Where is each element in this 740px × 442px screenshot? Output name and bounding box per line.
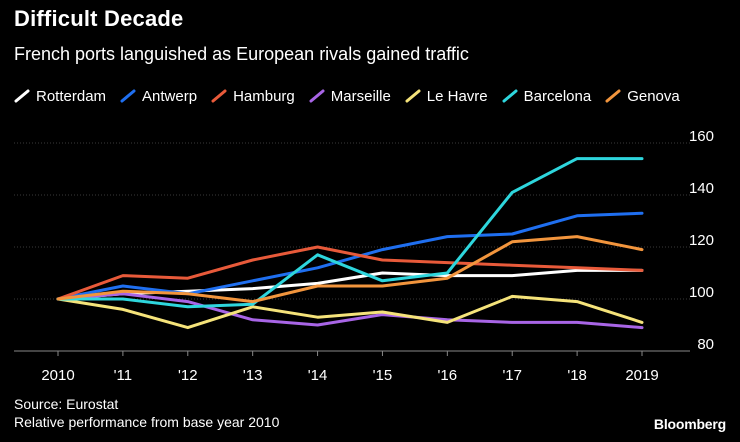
legend-item-le-havre: Le Havre xyxy=(405,88,488,105)
legend-label: Marseille xyxy=(330,87,391,105)
x-tick-label: '11 xyxy=(114,367,132,384)
y-tick-label: 140 xyxy=(689,180,714,197)
series-line-genova xyxy=(56,235,644,304)
x-tick-label: 2010 xyxy=(41,367,74,384)
y-tick-label: 160 xyxy=(689,128,714,145)
series-line-barcelona xyxy=(56,157,644,309)
legend-swatch-icon xyxy=(502,89,518,103)
legend-swatch-line xyxy=(120,89,136,103)
legend-swatch-icon xyxy=(605,89,621,103)
x-tick-label: '18 xyxy=(567,367,587,384)
series-line-le-havre xyxy=(56,294,644,330)
footnote: Relative performance from base year 2010 xyxy=(14,414,280,430)
chart-title: Difficult Decade xyxy=(14,6,184,31)
series-line-hamburg xyxy=(56,245,644,301)
legend-swatch-line xyxy=(309,89,325,103)
y-tick-label: 100 xyxy=(689,284,714,301)
series-line-antwerp xyxy=(56,211,644,301)
x-tick-label: '12 xyxy=(178,367,198,384)
legend-swatch-icon xyxy=(405,89,421,103)
x-tick-label: '17 xyxy=(502,367,522,384)
legend-label: Rotterdam xyxy=(36,87,107,105)
y-tick-label: 120 xyxy=(689,232,714,249)
legend-swatch-line xyxy=(211,89,227,103)
legend-item-antwerp: Antwerp xyxy=(120,88,197,105)
legend-item-barcelona: Barcelona xyxy=(502,87,592,105)
bloomberg-logo: Bloomberg xyxy=(653,416,726,432)
x-tick-label: 2019 xyxy=(625,367,658,384)
x-tick-label: '15 xyxy=(373,367,393,384)
legend-swatch-icon xyxy=(120,89,136,103)
legend-swatch-icon xyxy=(14,89,30,103)
source-note: Source: Eurostat xyxy=(14,396,119,412)
legend-swatch-line xyxy=(502,89,518,103)
legend-item-genova: Genova xyxy=(605,88,680,105)
legend-swatch-line xyxy=(605,89,621,103)
legend-item-hamburg: Hamburg xyxy=(211,88,295,105)
legend-label: Hamburg xyxy=(233,87,295,105)
legend-swatch-line xyxy=(14,89,30,103)
legend-swatch-icon xyxy=(211,89,227,103)
x-tick-label: '14 xyxy=(308,367,328,384)
chart-subtitle: French ports languished as European riva… xyxy=(14,44,469,64)
series-line-marseille xyxy=(56,292,644,330)
legend-label: Antwerp xyxy=(142,87,198,105)
legend-label: Le Havre xyxy=(426,87,488,105)
chart-legend: Rotterdam Antwerp Hamburg Marseille Le Havre… xyxy=(14,84,694,108)
x-tick-label: '13 xyxy=(243,367,263,384)
legend-label: Barcelona xyxy=(523,87,592,105)
legend-item-rotterdam: Rotterdam xyxy=(14,88,106,105)
legend-label: Genova xyxy=(627,87,680,105)
legend-swatch-icon xyxy=(309,89,325,103)
x-tick-label: '16 xyxy=(438,367,458,384)
legend-swatch-line xyxy=(405,89,421,103)
y-tick-label: 80 xyxy=(697,336,714,353)
legend-item-marseille: Marseille xyxy=(309,88,391,105)
